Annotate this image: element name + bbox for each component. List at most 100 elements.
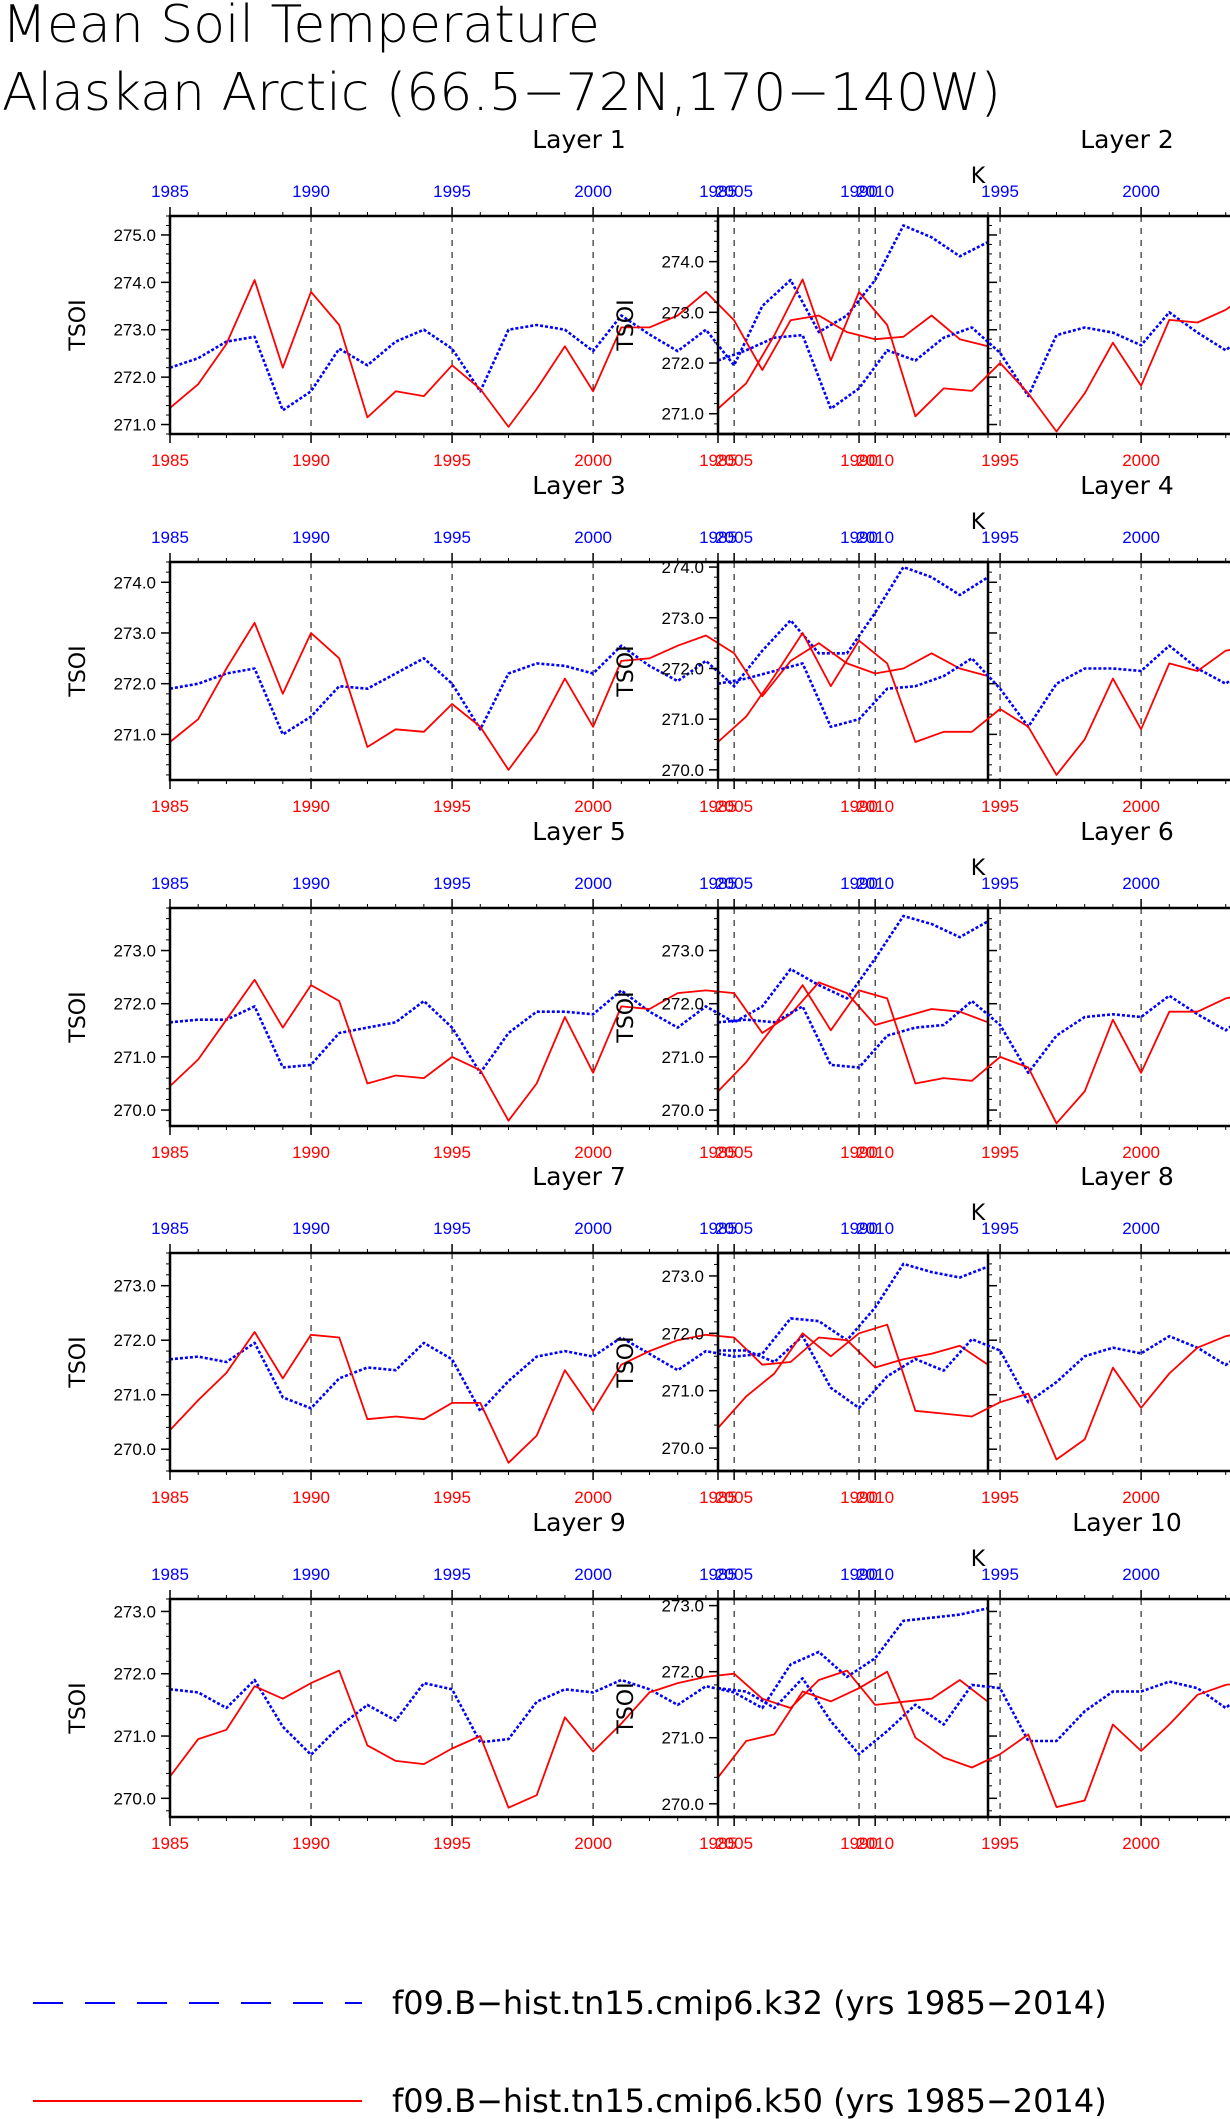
y-tick-label: 271.0 bbox=[113, 1386, 156, 1405]
x-tick-label-top: 1995 bbox=[981, 182, 1019, 201]
x-tick-label-bottom: 1990 bbox=[292, 1834, 330, 1853]
x-tick-label-bottom: 1990 bbox=[292, 451, 330, 470]
y-tick-label: 271.0 bbox=[661, 1048, 704, 1067]
x-tick-label-bottom: 2005 bbox=[715, 797, 753, 816]
y-tick-label: 274.0 bbox=[661, 558, 704, 577]
x-tick-label-top: 2000 bbox=[574, 1219, 612, 1238]
x-tick-label-bottom: 2000 bbox=[1122, 451, 1160, 470]
series-line-k32 bbox=[169, 1262, 989, 1413]
x-tick-label-bottom: 2010 bbox=[856, 1834, 894, 1853]
x-tick-label-top: 1985 bbox=[699, 874, 737, 893]
series-line-k50 bbox=[717, 1323, 1230, 1461]
x-tick-label-bottom: 1990 bbox=[840, 797, 878, 816]
y-tick-label: 273.0 bbox=[661, 1597, 704, 1616]
x-tick-label-top: 1985 bbox=[699, 1219, 737, 1238]
y-tick-label: 270.0 bbox=[661, 1439, 704, 1458]
x-tick-label-top: 1990 bbox=[292, 1565, 330, 1584]
y-tick-label: 272.0 bbox=[113, 1331, 156, 1350]
x-tick-label-top: 1995 bbox=[433, 528, 471, 547]
x-tick-label-bottom: 2000 bbox=[1122, 1143, 1160, 1162]
y-axis-label: TSOI bbox=[614, 645, 639, 697]
y-tick-label: 270.0 bbox=[113, 1101, 156, 1120]
units-label: K bbox=[971, 510, 986, 535]
plot-frame bbox=[716, 214, 1230, 436]
legend-k50-label: f09.B−hist.tn15.cmip6.k50 (yrs 1985−2014… bbox=[392, 2082, 1107, 2119]
series-line-k32 bbox=[717, 1677, 1230, 1756]
y-tick-label: 271.0 bbox=[113, 1048, 156, 1067]
y-tick-label: 271.0 bbox=[661, 1729, 704, 1748]
x-tick-label-bottom: 1985 bbox=[699, 451, 737, 470]
x-tick-label-top: 2010 bbox=[856, 1219, 894, 1238]
series-line-k50 bbox=[717, 278, 1230, 433]
plot-frame bbox=[168, 1251, 990, 1473]
y-tick-label: 273.0 bbox=[661, 609, 704, 628]
y-tick-label: 271.0 bbox=[661, 405, 704, 424]
x-tick-label-bottom: 2005 bbox=[715, 1834, 753, 1853]
plot-frame bbox=[168, 906, 990, 1128]
x-tick-label-top: 1985 bbox=[151, 528, 189, 547]
y-tick-label: 270.0 bbox=[661, 1101, 704, 1120]
y-tick-label: 272.0 bbox=[661, 659, 704, 678]
x-tick-label-bottom: 1990 bbox=[840, 451, 878, 470]
units-label: K bbox=[971, 164, 986, 189]
x-tick-label-top: 1985 bbox=[151, 1219, 189, 1238]
plot-frame bbox=[716, 560, 1230, 782]
x-tick-label-top: 2000 bbox=[574, 874, 612, 893]
y-tick-label: 273.0 bbox=[113, 321, 156, 340]
series-line-k32 bbox=[169, 224, 989, 412]
legend: f09.B−hist.tn15.cmip6.k32 (yrs 1985−2014… bbox=[33, 1984, 1107, 2119]
y-tick-label: 274.0 bbox=[113, 273, 156, 292]
x-tick-label-top: 1990 bbox=[292, 1219, 330, 1238]
x-tick-label-bottom: 1995 bbox=[433, 451, 471, 470]
x-tick-label-top: 2005 bbox=[715, 182, 753, 201]
x-tick-label-bottom: 1990 bbox=[840, 1488, 878, 1507]
plot-frame bbox=[168, 214, 990, 436]
y-tick-label: 273.0 bbox=[113, 624, 156, 643]
series-line-k32 bbox=[717, 994, 1230, 1075]
chart-panel-10: Layer 10 K TSOI 1985 1985 1990 1990 1995 1995 200… bbox=[614, 1508, 1230, 1853]
y-axis-label: TSOI bbox=[66, 299, 91, 351]
x-tick-label-bottom: 1990 bbox=[840, 1834, 878, 1853]
plot-frame bbox=[168, 560, 990, 782]
x-tick-label-top: 1990 bbox=[840, 1219, 878, 1238]
x-tick-label-top: 2005 bbox=[715, 874, 753, 893]
panel-title: Layer 10 bbox=[1072, 1508, 1181, 1537]
y-tick-label: 270.0 bbox=[113, 1789, 156, 1808]
x-tick-label-top: 2000 bbox=[574, 528, 612, 547]
chart-panel-6: Layer 6 K TSOI 1985 1985 1990 1990 1995 1995 2000… bbox=[614, 817, 1230, 1162]
y-tick-label: 272.0 bbox=[661, 354, 704, 373]
y-tick-label: 273.0 bbox=[661, 1267, 704, 1286]
series-line-k50 bbox=[169, 1669, 989, 1809]
x-tick-label-top: 2010 bbox=[856, 1565, 894, 1584]
x-tick-label-bottom: 1985 bbox=[151, 1143, 189, 1162]
x-tick-label-bottom: 1995 bbox=[433, 1834, 471, 1853]
series-line-k32 bbox=[718, 1334, 1230, 1410]
x-tick-label-top: 1995 bbox=[981, 1219, 1019, 1238]
y-tick-label: 271.0 bbox=[113, 1727, 156, 1746]
chart-panel-9: Layer 9 K TSOI 1985 1985 1990 1990 1995 1995 2000… bbox=[66, 1508, 997, 1853]
y-tick-label: 271.0 bbox=[661, 710, 704, 729]
x-tick-label-bottom: 2010 bbox=[856, 1488, 894, 1507]
y-axis-label: TSOI bbox=[614, 1682, 639, 1734]
x-tick-label-bottom: 1995 bbox=[433, 1488, 471, 1507]
plot-frame bbox=[716, 1251, 1230, 1473]
plot-frame bbox=[716, 1597, 1230, 1819]
x-tick-label-bottom: 2000 bbox=[574, 1834, 612, 1853]
x-tick-label-top: 2000 bbox=[1122, 874, 1160, 893]
x-tick-label-bottom: 2005 bbox=[715, 1143, 753, 1162]
plot-frame bbox=[716, 906, 1230, 1128]
series-line-k50 bbox=[717, 1670, 1230, 1808]
x-tick-label-bottom: 1995 bbox=[981, 1488, 1019, 1507]
x-tick-label-top: 1995 bbox=[981, 1565, 1019, 1584]
y-tick-label: 272.0 bbox=[661, 1663, 704, 1682]
x-tick-label-bottom: 2000 bbox=[574, 1143, 612, 1162]
series-line-k50 bbox=[169, 1331, 989, 1464]
panel-title: Layer 5 bbox=[532, 817, 626, 846]
series-line-k50 bbox=[717, 984, 1230, 1125]
x-tick-label-top: 2010 bbox=[856, 528, 894, 547]
plot-frame bbox=[168, 1597, 990, 1819]
x-tick-label-top: 2005 bbox=[715, 528, 753, 547]
x-tick-label-top: 1995 bbox=[433, 874, 471, 893]
y-tick-label: 272.0 bbox=[113, 675, 156, 694]
x-tick-label-top: 1990 bbox=[292, 874, 330, 893]
